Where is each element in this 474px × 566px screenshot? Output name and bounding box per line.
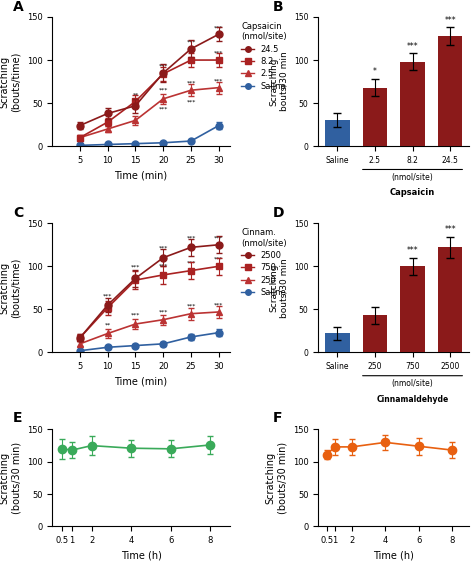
Text: ***: ***: [158, 310, 168, 315]
Text: ***: ***: [186, 235, 196, 241]
Text: (nmol/site): (nmol/site): [392, 173, 433, 182]
Y-axis label: Scratching
(bouts/30 min): Scratching (bouts/30 min): [265, 442, 287, 514]
Legend: 2500, 750, 250, Saline: 2500, 750, 250, Saline: [238, 225, 290, 300]
Bar: [438, 247, 463, 353]
Text: ***: ***: [407, 41, 419, 50]
Bar: [325, 121, 349, 146]
Text: A: A: [13, 0, 24, 14]
Text: Capsaicin: Capsaicin: [390, 188, 435, 198]
Text: ***: ***: [214, 235, 223, 241]
Text: *: *: [373, 67, 377, 76]
Text: C: C: [13, 206, 23, 220]
Text: ***: ***: [214, 78, 223, 83]
Text: ***: ***: [444, 225, 456, 234]
Text: ***: ***: [186, 100, 196, 105]
Text: ***: ***: [103, 293, 112, 298]
Text: ***: ***: [214, 303, 223, 308]
Text: ***: ***: [131, 265, 140, 270]
Text: F: F: [273, 411, 283, 424]
Y-axis label: Scratching
bouts/30 min: Scratching bouts/30 min: [269, 258, 288, 318]
Text: ***: ***: [158, 107, 168, 112]
Text: Cinnamaldehyde: Cinnamaldehyde: [376, 395, 449, 404]
Legend: 24.5, 8.2, 2.5, Saline: 24.5, 8.2, 2.5, Saline: [238, 19, 290, 94]
Text: **: **: [132, 92, 138, 97]
Text: ***: ***: [158, 63, 168, 68]
Y-axis label: Scratching
(bouts/time): Scratching (bouts/time): [0, 52, 21, 112]
Text: ***: ***: [214, 26, 223, 31]
Text: ***: ***: [158, 246, 168, 251]
Text: ***: ***: [186, 260, 196, 265]
Text: ***: ***: [214, 257, 223, 262]
Bar: [401, 62, 425, 146]
Text: ***: ***: [131, 313, 140, 318]
Text: ***: ***: [407, 246, 419, 255]
Text: ***: ***: [186, 303, 196, 308]
Text: **: **: [105, 323, 111, 328]
Text: ***: ***: [186, 81, 196, 86]
Text: E: E: [13, 411, 23, 424]
Text: ***: ***: [214, 51, 223, 55]
Text: ***: ***: [158, 264, 168, 269]
Text: ***: ***: [444, 16, 456, 25]
Bar: [363, 315, 387, 353]
X-axis label: Time (min): Time (min): [114, 170, 168, 181]
Bar: [438, 36, 463, 146]
Y-axis label: Scratching
(bouts/30 min): Scratching (bouts/30 min): [0, 442, 21, 514]
Y-axis label: Scratching
(bouts/time): Scratching (bouts/time): [0, 258, 21, 318]
Text: (nmol/site): (nmol/site): [392, 379, 433, 388]
Text: ***: ***: [158, 88, 168, 93]
Bar: [401, 266, 425, 353]
Text: B: B: [273, 0, 283, 14]
X-axis label: Time (h): Time (h): [120, 551, 162, 561]
Text: ***: ***: [186, 40, 196, 45]
Y-axis label: Scratching
bouts/30 min: Scratching bouts/30 min: [269, 52, 288, 112]
Text: D: D: [273, 206, 284, 220]
Bar: [363, 88, 387, 146]
Bar: [325, 333, 349, 353]
X-axis label: Time (min): Time (min): [114, 377, 168, 387]
X-axis label: Time (h): Time (h): [374, 551, 414, 561]
